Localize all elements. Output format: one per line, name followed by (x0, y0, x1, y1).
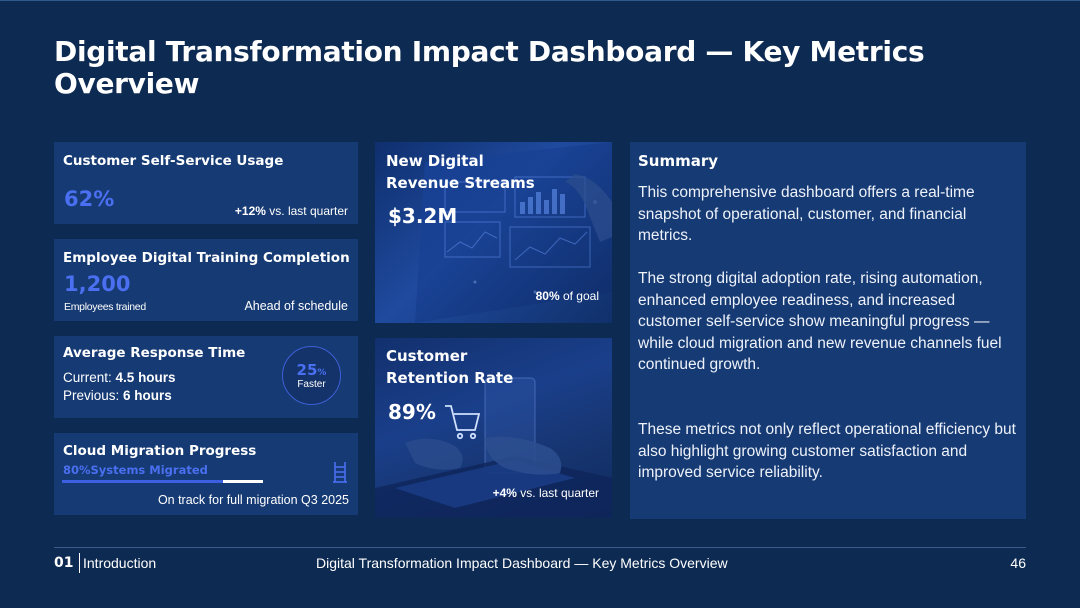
training-title: Employee Digital Training Completion (63, 250, 350, 266)
migration-progress-bar (62, 480, 263, 483)
revenue-goal-label: of goal (562, 289, 599, 303)
migration-note: On track for full migration Q3 2025 (157, 493, 349, 507)
migration-card: Cloud Migration Progress 80%Systems Migr… (54, 433, 358, 515)
improvement-number: 25 (296, 361, 318, 379)
retention-title-line1: Customer (386, 347, 468, 365)
training-status: Ahead of schedule (244, 299, 348, 313)
shopping-cart-icon (445, 405, 481, 440)
ladder-icon (333, 462, 347, 483)
retention-delta-label: vs. last quarter (520, 486, 599, 500)
top-divider (0, 0, 1080, 1)
response-time-card: Average Response Time Current: 4.5 hours… (54, 336, 358, 418)
revenue-goal-value: 80% (535, 289, 560, 303)
retention-value: 89% (388, 400, 436, 424)
response-previous-value: 6 hours (123, 388, 172, 403)
self-service-value: 62% (64, 187, 115, 211)
laptop-shopping-illustration (375, 377, 612, 518)
revenue-title: New Digital Revenue Streams (386, 150, 535, 194)
response-current-value: 4.5 hours (115, 370, 176, 385)
revenue-title-line2: Revenue Streams (386, 174, 535, 192)
revenue-goal: 80% of goal (536, 289, 599, 303)
summary-paragraph-3: These metrics not only reflect operation… (638, 421, 1016, 481)
retention-title-line2: Retention Rate (386, 369, 514, 387)
footer-page-number: 46 (1010, 555, 1026, 571)
retention-card: Customer Retention Rate 89% +4% vs. last… (375, 338, 612, 518)
training-value: 1,200 (64, 272, 131, 296)
self-service-card: Customer Self-Service Usage 62% +12% vs.… (54, 142, 358, 224)
summary-paragraph-1: This comprehensive dashboard offers a re… (638, 184, 975, 244)
migration-progress-fill (62, 480, 223, 483)
response-time-title: Average Response Time (63, 345, 246, 361)
footer-section-number: 01 (54, 555, 74, 571)
self-service-delta-value: +12% (234, 204, 266, 218)
response-current: Current: 4.5 hours (63, 370, 176, 385)
response-previous: Previous: 6 hours (63, 388, 172, 403)
footer-divider (54, 547, 1026, 548)
improvement-unit: % (317, 368, 327, 378)
improvement-label: Faster (297, 379, 326, 390)
self-service-delta: +12% vs. last quarter (235, 204, 348, 218)
response-previous-label: Previous: (63, 388, 120, 403)
footer-section-name: Introduction (83, 555, 157, 571)
revenue-title-line1: New Digital (386, 152, 484, 170)
training-sub-label: Employees trained (64, 301, 146, 313)
response-current-label: Current: (63, 370, 112, 385)
retention-title: Customer Retention Rate (386, 345, 513, 389)
training-card: Employee Digital Training Completion 1,2… (54, 239, 358, 321)
improvement-percent: 25% (283, 361, 340, 379)
self-service-delta-label: vs. last quarter (269, 204, 348, 218)
footer-deck-title: Digital Transformation Impact Dashboard … (316, 555, 728, 571)
summary-paragraph-2: The strong digital adoption rate, rising… (638, 270, 1002, 373)
summary-title: Summary (638, 152, 719, 170)
slide-title: Digital Transformation Impact Dashboard … (54, 35, 925, 100)
self-service-title: Customer Self-Service Usage (63, 153, 284, 169)
revenue-value: $3.2M (388, 204, 458, 228)
improvement-ring: 25% Faster (282, 346, 341, 405)
summary-panel: Summary This comprehensive dashboard off… (630, 142, 1026, 519)
footer-separator (79, 553, 80, 573)
retention-delta-value: +4% (492, 486, 517, 500)
revenue-card: New Digital Revenue Streams $3.2M 80% of… (375, 142, 612, 323)
retention-delta: +4% vs. last quarter (493, 486, 599, 500)
migration-status: 80%Systems Migrated (63, 463, 208, 477)
dashboard-screen-illustration (415, 142, 612, 323)
migration-title: Cloud Migration Progress (63, 443, 257, 459)
